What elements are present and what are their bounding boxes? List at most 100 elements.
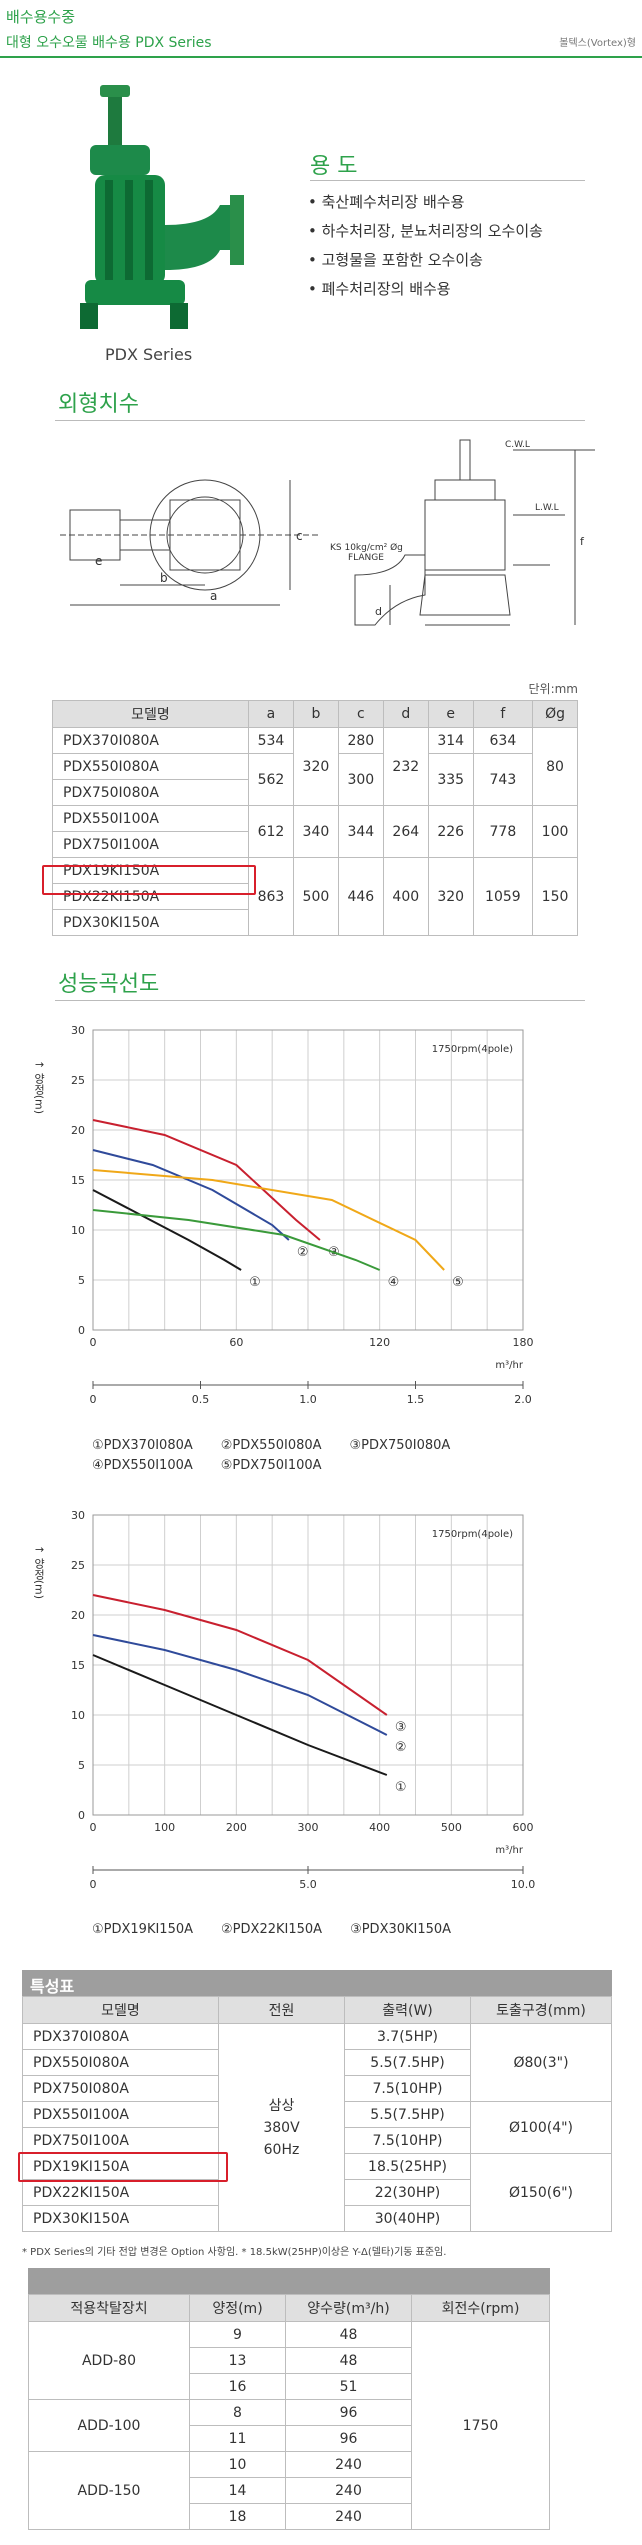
model-cell: PDX750I100A [52,831,249,858]
series-line [92,1654,388,1776]
legend-item: ①PDX19KI150A [92,1922,194,1937]
cell-f: 778 [472,805,534,858]
specs-heading-bar: 특성표 [22,1970,612,1996]
usage-item: • 고형물을 포함한 오수이송 [308,251,483,269]
col-head: 양정(m) [189,2294,286,2322]
device-cell: ADD-80 [28,2321,190,2400]
series-line [92,1209,381,1271]
cell-e: 320 [427,857,474,936]
model-cell: PDX30KI150A [52,909,249,936]
plot-frame [92,1514,524,1816]
model-cell: PDX550I100A [22,2101,219,2128]
x-tick-label: 400 [369,1821,390,1834]
flow-cell: 96 [285,2425,412,2452]
flow-cell: 240 [285,2477,412,2504]
col-c: c [337,700,384,728]
col-f: f [472,700,534,728]
product-caption: PDX Series [105,345,193,364]
side-view-drawing: C.W.L L.W.L f d [354,439,595,626]
y-tick-label: 10 [71,1224,85,1237]
table-row: PDX370I080A 삼상 380V 60Hz 3.7(5HP) Ø80(3") [22,2023,612,2232]
unit-label: 단위:mm [528,682,578,696]
x-tick-label: 0 [90,1821,97,1834]
usage-heading: 용 도 [310,154,358,179]
cell-f: 1059 [472,857,534,936]
svg-text:C.W.L: C.W.L [505,440,530,450]
cell-c: 300 [337,753,384,806]
discharge-cell: Ø80(3") [470,2023,612,2102]
top-view-drawing: e a b c [60,479,320,606]
col-output: 출력(W) [344,1996,471,2024]
series-marker-label: ① [395,1780,407,1795]
series-line [92,1634,388,1736]
x-tick-label: 60 [229,1336,243,1349]
table-row: PDX19KI150A 863 500 446 400 320 1059 150 [52,857,578,936]
adapter-table: 적용착탈장치 양정(m) 양수량(m³/h) 회전수(rpm) ADD-80 9… [28,2294,550,2530]
legend-item: ①PDX370I080A [92,1438,193,1453]
svg-text:d: d [375,605,382,618]
x-tick-label: 0 [90,1336,97,1349]
flow-cell: 48 [285,2321,412,2348]
y-tick-label: 0 [78,1809,85,1822]
head-cell: 8 [189,2399,286,2426]
table-row: PDX750I100A [52,831,578,858]
col-discharge: 토출구경(mm) [470,1996,612,2024]
y-tick-label: 25 [71,1074,85,1087]
model-cell: PDX30KI150A [22,2205,219,2232]
table-row: PDX550I100A 612 340 344 264 226 778 100 [52,805,578,858]
table-row: PDX22KI150A [52,883,578,910]
impeller-note: 볼텍스(Vortex)형 [559,38,636,49]
plot-frame [92,1029,524,1331]
x-tick-label: 600 [513,1821,534,1834]
series-marker-label: ② [297,1245,309,1260]
table-row: PDX19KI150A 18.5(25HP) Ø150(6") [22,2153,612,2232]
usage-list: • 축산폐수처리장 배수용 • 하수처리장, 분뇨처리장의 오수이송 • 고형물… [308,188,543,304]
x-tick-label: 200 [226,1821,247,1834]
curves-heading: 성능곡선도 [58,972,160,997]
svg-text:f: f [580,535,585,548]
legend-item: ③PDX750I080A [349,1438,451,1453]
output-cell: 5.5(7.5HP) [344,2049,471,2076]
flow-cell: 240 [285,2503,412,2530]
output-cell: 7.5(10HP) [344,2127,471,2154]
table-row: PDX750I080A 7.5(10HP) [22,2075,612,2102]
x-tick-label: 120 [369,1336,390,1349]
svg-text:L.W.L: L.W.L [535,503,559,513]
x-tick-label: 100 [154,1821,175,1834]
model-cell: PDX550I080A [52,753,249,780]
chart2-legend: ①PDX19KI150A ②PDX22KI150A ③PDX30KI150A [92,1922,479,1937]
series-line [92,1169,445,1271]
col-g: Øg [532,700,578,728]
flow-cell: 240 [285,2451,412,2478]
pump-image [80,85,244,329]
table-row: PDX550I080A 562 300 335 743 [52,753,578,806]
y-tick-label: 15 [71,1174,85,1187]
rpm-cell: 1750 [411,2321,550,2530]
col-a: a [248,700,294,728]
y-tick-label: 5 [78,1274,85,1287]
performance-chart-1: 051015202530060120180m³/hr00.51.01.52.0양… [33,1024,534,1406]
x2-tick-label: 0 [90,1393,97,1406]
model-cell: PDX22KI150A [52,883,249,910]
output-cell: 30(40HP) [344,2205,471,2232]
cell-b: 340 [292,805,339,858]
y-tick-label: 30 [71,1024,85,1037]
highlight-box [42,865,256,895]
table-row: 13 48 [29,2347,550,2374]
table-row: ADD-150 10 240 [28,2451,550,2530]
discharge-cell: Ø100(4") [470,2101,612,2154]
y-axis-title: ↑ 양정(m) [33,1545,46,1599]
svg-text:a: a [210,589,217,603]
y-tick-label: 15 [71,1659,85,1672]
flow-cell: 48 [285,2347,412,2374]
dimensions-rule [55,420,585,421]
specs-footnote: * PDX Series의 기타 전압 변경은 Option 사항임. * 18… [22,2247,447,2258]
x2-tick-label: 0.5 [192,1393,210,1406]
series-marker-label: ① [249,1275,261,1290]
header-rule [0,56,642,58]
table-row: PDX750I100A 7.5(10HP) [22,2127,612,2154]
dimensions-heading: 외형치수 [58,392,139,417]
output-cell: 7.5(10HP) [344,2075,471,2102]
usage-item: • 하수처리장, 분뇨처리장의 오수이송 [308,222,543,240]
rpm-note: 1750rpm(4pole) [432,1529,513,1540]
